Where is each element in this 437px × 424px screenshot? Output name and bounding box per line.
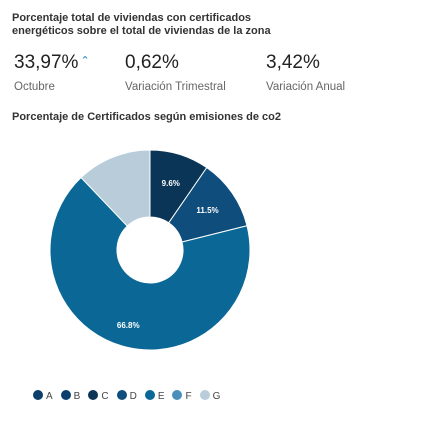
- chart-title: Porcentaje total de viviendas con certif…: [12, 12, 271, 37]
- legend-item-c[interactable]: C: [88, 389, 109, 402]
- legend-label: B: [73, 390, 81, 402]
- kpi-value: 33,97% ⌃: [14, 52, 90, 73]
- data-label-d: 11.5%: [196, 206, 218, 215]
- trend-up-icon: ⌃: [80, 55, 90, 67]
- legend-item-d[interactable]: D: [116, 389, 137, 402]
- legend-item-g[interactable]: G: [199, 389, 221, 402]
- legend-label: G: [212, 390, 221, 402]
- legend-swatch: [33, 389, 43, 400]
- kpi-octubre: 33,97% ⌃ Octubre: [14, 52, 90, 93]
- legend-item-b[interactable]: B: [60, 389, 81, 402]
- kpi-label: Octubre: [14, 81, 55, 93]
- kpi-label: Variación Anual: [266, 81, 346, 93]
- chart-legend: A B C D E F G: [33, 387, 228, 402]
- kpi-variacion-trimestral: 0,62% Variación Trimestral: [125, 52, 226, 93]
- legend-swatch: [60, 389, 71, 400]
- data-label-c: 9.6%: [162, 179, 180, 188]
- kpi-value: 3,42%: [266, 52, 320, 73]
- legend-swatch: [172, 389, 183, 400]
- legend-item-e[interactable]: E: [144, 389, 165, 402]
- legend-label: D: [129, 390, 137, 402]
- slice-e[interactable]: [49, 176, 251, 351]
- data-label-e: 66.8%: [117, 321, 140, 330]
- legend-swatch: [199, 389, 210, 400]
- legend-label: C: [101, 390, 109, 402]
- slice-g[interactable]: [80, 150, 151, 227]
- legend-label: E: [157, 390, 165, 402]
- legend-label: A: [46, 390, 53, 402]
- kpi-row: 33,97% ⌃ Octubre 0,62% Variación Trimestr…: [0, 52, 437, 102]
- kpi-variacion-anual: 3,42% Variación Anual: [266, 52, 345, 93]
- legend-label: F: [185, 390, 192, 402]
- legend-item-f[interactable]: F: [172, 389, 192, 402]
- donut-chart: 9.6% 11.5% 66.8%: [49, 150, 251, 351]
- kpi-value: 0,62%: [125, 52, 179, 73]
- kpi-label: Variación Trimestral: [125, 81, 226, 93]
- donut-chart-title: Porcentaje de Certificados según emision…: [12, 111, 281, 123]
- legend-swatch: [88, 389, 99, 400]
- legend-swatch: [144, 389, 155, 400]
- legend-swatch: [116, 389, 127, 400]
- legend-item-a[interactable]: A: [33, 389, 53, 402]
